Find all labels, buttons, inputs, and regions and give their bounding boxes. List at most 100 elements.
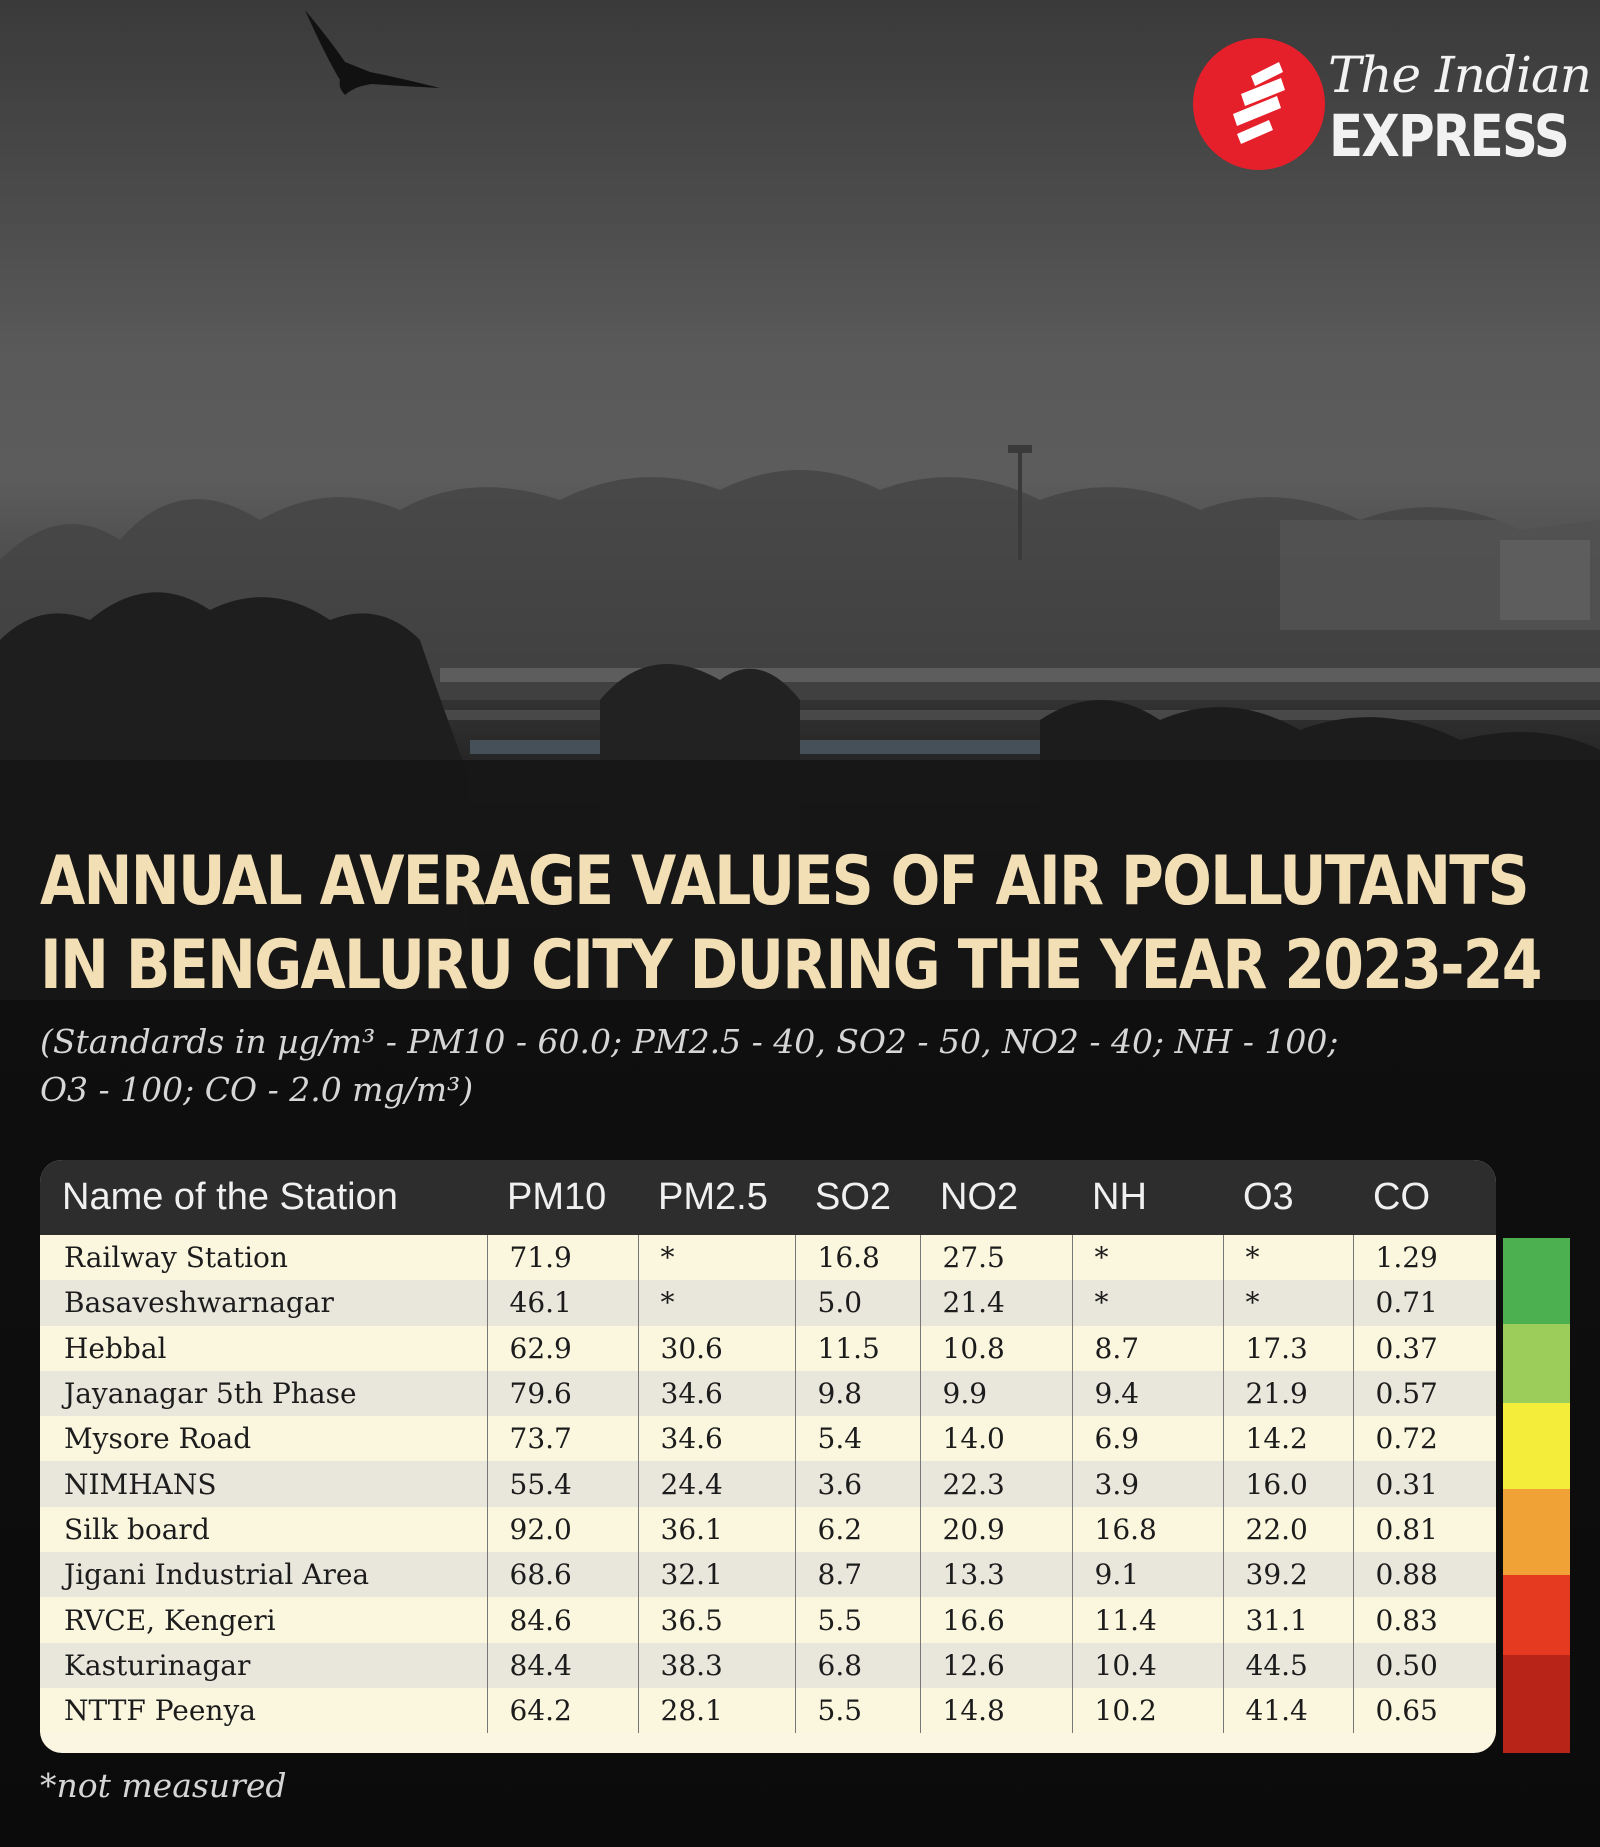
table-row: RVCE, Kengeri 84.6 36.5 5.5 16.6 11.4 31.1 0.83 bbox=[40, 1597, 1496, 1643]
indian-express-logo: The Indian EXPRESS bbox=[1193, 38, 1593, 173]
page-title: ANNUAL AVERAGE VALUES OF AIR POLLUTANTS … bbox=[40, 840, 1542, 1008]
table-row: Basaveshwarnagar 46.1 * 5.0 21.4 * * 0.71 bbox=[40, 1280, 1496, 1326]
value-cell: * bbox=[1071, 1280, 1223, 1326]
value-cell: 9.1 bbox=[1071, 1552, 1223, 1598]
logo-text-line2: EXPRESS bbox=[1329, 102, 1570, 170]
value-cell: 8.7 bbox=[794, 1552, 920, 1598]
value-cell: 16.6 bbox=[919, 1597, 1072, 1643]
value-cell: 6.2 bbox=[794, 1506, 920, 1553]
station-name-cell: Kasturinagar bbox=[40, 1642, 487, 1688]
station-name-cell: Railway Station bbox=[40, 1235, 487, 1281]
header-pm25: PM2.5 bbox=[638, 1160, 795, 1235]
value-cell: 0.50 bbox=[1352, 1642, 1496, 1688]
value-cell: 36.1 bbox=[637, 1506, 795, 1553]
value-cell: 20.9 bbox=[919, 1506, 1072, 1553]
value-cell: 62.9 bbox=[486, 1325, 638, 1371]
station-name-cell: Jayanagar 5th Phase bbox=[40, 1370, 487, 1417]
value-cell: 5.0 bbox=[794, 1280, 920, 1326]
value-cell: 27.5 bbox=[919, 1235, 1072, 1281]
standards-note: (Standards in µg/m³ - PM10 - 60.0; PM2.5… bbox=[40, 1018, 1340, 1114]
value-cell: 16.8 bbox=[794, 1235, 920, 1281]
value-cell: 14.8 bbox=[919, 1687, 1072, 1734]
value-cell: 22.3 bbox=[919, 1461, 1072, 1507]
title-line-1: ANNUAL AVERAGE VALUES OF AIR POLLUTANTS bbox=[40, 842, 1530, 921]
table-row: Hebbal 62.9 30.6 11.5 10.8 8.7 17.3 0.37 bbox=[40, 1325, 1496, 1371]
value-cell: 38.3 bbox=[637, 1642, 795, 1688]
header-station-name: Name of the Station bbox=[40, 1160, 487, 1235]
value-cell: 68.6 bbox=[486, 1552, 638, 1598]
value-cell: 32.1 bbox=[637, 1552, 795, 1598]
footnote: *not measured bbox=[40, 1766, 287, 1805]
value-cell: 14.0 bbox=[919, 1416, 1072, 1462]
value-cell: 14.2 bbox=[1222, 1416, 1353, 1462]
value-cell: 1.29 bbox=[1352, 1235, 1496, 1281]
header-o3: O3 bbox=[1223, 1160, 1353, 1235]
value-cell: 3.9 bbox=[1071, 1461, 1223, 1507]
value-cell: 30.6 bbox=[637, 1325, 795, 1371]
title-line-2: IN BENGALURU CITY DURING THE YEAR 2023-2… bbox=[40, 926, 1542, 1005]
value-cell: 9.8 bbox=[794, 1370, 920, 1417]
value-cell: 34.6 bbox=[637, 1416, 795, 1462]
value-cell: 0.31 bbox=[1352, 1461, 1496, 1507]
value-cell: 31.1 bbox=[1222, 1597, 1353, 1643]
logo-text-line1: The Indian bbox=[1328, 46, 1592, 104]
value-cell: 73.7 bbox=[486, 1416, 638, 1462]
value-cell: 10.4 bbox=[1071, 1642, 1223, 1688]
value-cell: 6.8 bbox=[794, 1642, 920, 1688]
table-row: Kasturinagar 84.4 38.3 6.8 12.6 10.4 44.5 0.50 bbox=[40, 1642, 1496, 1688]
header-nh: NH bbox=[1072, 1160, 1223, 1235]
value-cell: 0.65 bbox=[1352, 1687, 1496, 1734]
table-row: NIMHANS 55.4 24.4 3.6 22.3 3.9 16.0 0.31 bbox=[40, 1461, 1496, 1507]
value-cell: 5.5 bbox=[794, 1687, 920, 1734]
scale-segment bbox=[1503, 1655, 1570, 1753]
value-cell: 84.6 bbox=[486, 1597, 638, 1643]
table-row: Railway Station 71.9 * 16.8 27.5 * * 1.29 bbox=[40, 1235, 1496, 1281]
value-cell: 71.9 bbox=[486, 1235, 638, 1281]
logo-emblem-icon bbox=[1193, 38, 1325, 170]
value-cell: 16.8 bbox=[1071, 1506, 1223, 1553]
value-cell: 10.8 bbox=[919, 1325, 1072, 1371]
value-cell: 64.2 bbox=[486, 1687, 638, 1734]
value-cell: 3.6 bbox=[794, 1461, 920, 1507]
value-cell: 11.5 bbox=[794, 1325, 920, 1371]
value-cell: 0.81 bbox=[1352, 1506, 1496, 1553]
value-cell: 0.72 bbox=[1352, 1416, 1496, 1462]
table-row: Silk board 92.0 36.1 6.2 20.9 16.8 22.0 0.81 bbox=[40, 1506, 1496, 1553]
station-name-cell: Jigani Industrial Area bbox=[40, 1552, 487, 1598]
standards-line-1: (Standards in µg/m³ - PM10 - 60.0; PM2.5… bbox=[40, 1022, 1339, 1061]
scale-segment bbox=[1503, 1403, 1570, 1489]
table-body: Railway Station 71.9 * 16.8 27.5 * * 1.29 Basave… bbox=[40, 1235, 1496, 1734]
value-cell: 21.9 bbox=[1222, 1370, 1353, 1417]
header-so2: SO2 bbox=[795, 1160, 920, 1235]
value-cell: 39.2 bbox=[1222, 1552, 1353, 1598]
value-cell: 8.7 bbox=[1071, 1325, 1223, 1371]
station-name-cell: Mysore Road bbox=[40, 1416, 487, 1462]
value-cell: 21.4 bbox=[919, 1280, 1072, 1326]
table-row: Jigani Industrial Area 68.6 32.1 8.7 13.3 9.1… bbox=[40, 1552, 1496, 1598]
value-cell: 79.6 bbox=[486, 1370, 638, 1417]
pollutant-table: Name of the Station PM10 PM2.5 SO2 NO2 NH O3 CO… bbox=[40, 1160, 1496, 1753]
value-cell: 17.3 bbox=[1222, 1325, 1353, 1371]
value-cell: 92.0 bbox=[486, 1506, 638, 1553]
value-cell: 13.3 bbox=[919, 1552, 1072, 1598]
value-cell: 24.4 bbox=[637, 1461, 795, 1507]
station-name-cell: Basaveshwarnagar bbox=[40, 1280, 487, 1326]
station-name-cell: RVCE, Kengeri bbox=[40, 1597, 487, 1643]
header-pm10: PM10 bbox=[487, 1160, 638, 1235]
table-row: Mysore Road 73.7 34.6 5.4 14.0 6.9 14.2 0.72 bbox=[40, 1416, 1496, 1462]
value-cell: 5.5 bbox=[794, 1597, 920, 1643]
value-cell: * bbox=[1222, 1235, 1353, 1281]
header-no2: NO2 bbox=[920, 1160, 1072, 1235]
station-name-cell: NIMHANS bbox=[40, 1461, 487, 1507]
scale-segment bbox=[1503, 1324, 1570, 1403]
table-row: NTTF Peenya 64.2 28.1 5.5 14.8 10.2 41.4 0.65 bbox=[40, 1687, 1496, 1734]
station-name-cell: Silk board bbox=[40, 1506, 487, 1553]
value-cell: 55.4 bbox=[486, 1461, 638, 1507]
value-cell: 0.83 bbox=[1352, 1597, 1496, 1643]
value-cell: 5.4 bbox=[794, 1416, 920, 1462]
table-row: Jayanagar 5th Phase 79.6 34.6 9.8 9.9 9.4 21.9… bbox=[40, 1370, 1496, 1417]
scale-segment bbox=[1503, 1238, 1570, 1324]
value-cell: * bbox=[637, 1280, 795, 1326]
value-cell: * bbox=[1222, 1280, 1353, 1326]
